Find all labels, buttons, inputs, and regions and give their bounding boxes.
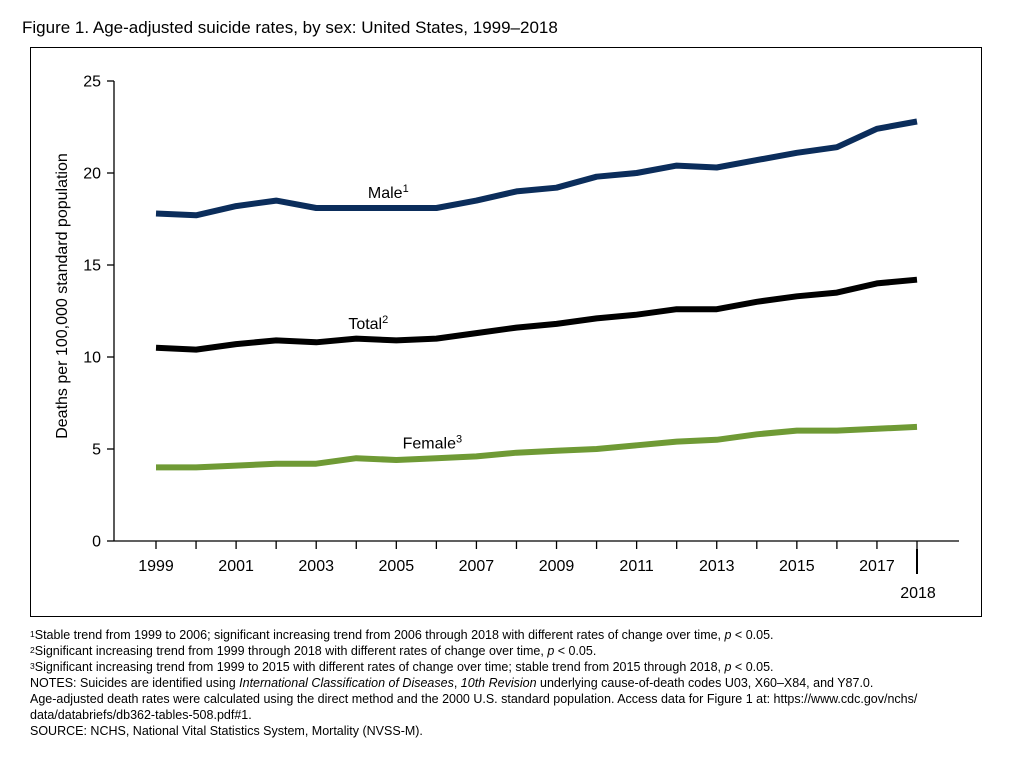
series-label-male: Male1	[368, 183, 409, 202]
chart-frame: 0 5 10 15 20 25 Deaths per 100,000 standard po…	[30, 47, 982, 617]
series-label-total: Total2	[348, 314, 388, 333]
line-chart: 0 5 10 15 20 25 Deaths per 100,000 standard po…	[54, 74, 959, 602]
x-tick-label: 1999	[138, 558, 174, 575]
x-tick-label: 2005	[379, 558, 415, 575]
x-tick-label: 2017	[859, 558, 895, 575]
x-tick-label: 2003	[298, 558, 334, 575]
series-label-female: Female3	[403, 433, 462, 452]
footnote-1: 1Stable trend from 1999 to 2006; signifi…	[30, 628, 774, 642]
x-tick-label: 2013	[699, 558, 735, 575]
figure-title: Figure 1. Age-adjusted suicide rates, by…	[22, 18, 558, 37]
y-axis-title: Deaths per 100,000 standard population	[54, 153, 71, 439]
source-line: SOURCE: NCHS, National Vital Statistics …	[30, 724, 423, 738]
x-tick-label: 2009	[539, 558, 575, 575]
notes-url-line: data/databriefs/db362-tables-508.pdf#1.	[30, 708, 252, 722]
y-tick-label: 0	[92, 534, 101, 551]
y-tick-label: 20	[83, 166, 101, 183]
x-tick-label: 2018	[900, 585, 936, 602]
y-tick-label: 5	[92, 442, 101, 459]
y-tick-label: 15	[83, 258, 101, 275]
notes-method-line: Age-adjusted death rates were calculated…	[30, 692, 918, 706]
x-tick-label: 2007	[459, 558, 495, 575]
series-line-total	[155, 276, 918, 353]
notes-line: NOTES: Suicides are identified using Int…	[30, 676, 874, 690]
series-line-male	[155, 118, 918, 219]
series-label-footnote: 3	[456, 433, 462, 445]
footnote-3: 3Significant increasing trend from 1999 …	[30, 660, 774, 674]
x-tick-label: 2011	[619, 558, 654, 575]
y-tick-label: 10	[83, 350, 101, 367]
series-label-footnote: 2	[382, 314, 388, 326]
series-line-female	[156, 423, 918, 471]
footnote-2: 2Significant increasing trend from 1999 …	[30, 644, 597, 658]
x-tick-label: 2015	[779, 558, 815, 575]
y-tick-label: 25	[83, 74, 101, 91]
x-tick-label: 2001	[218, 558, 254, 575]
series-label-footnote: 1	[403, 183, 409, 195]
footnotes: 1Stable trend from 1999 to 2006; signifi…	[30, 627, 1000, 739]
